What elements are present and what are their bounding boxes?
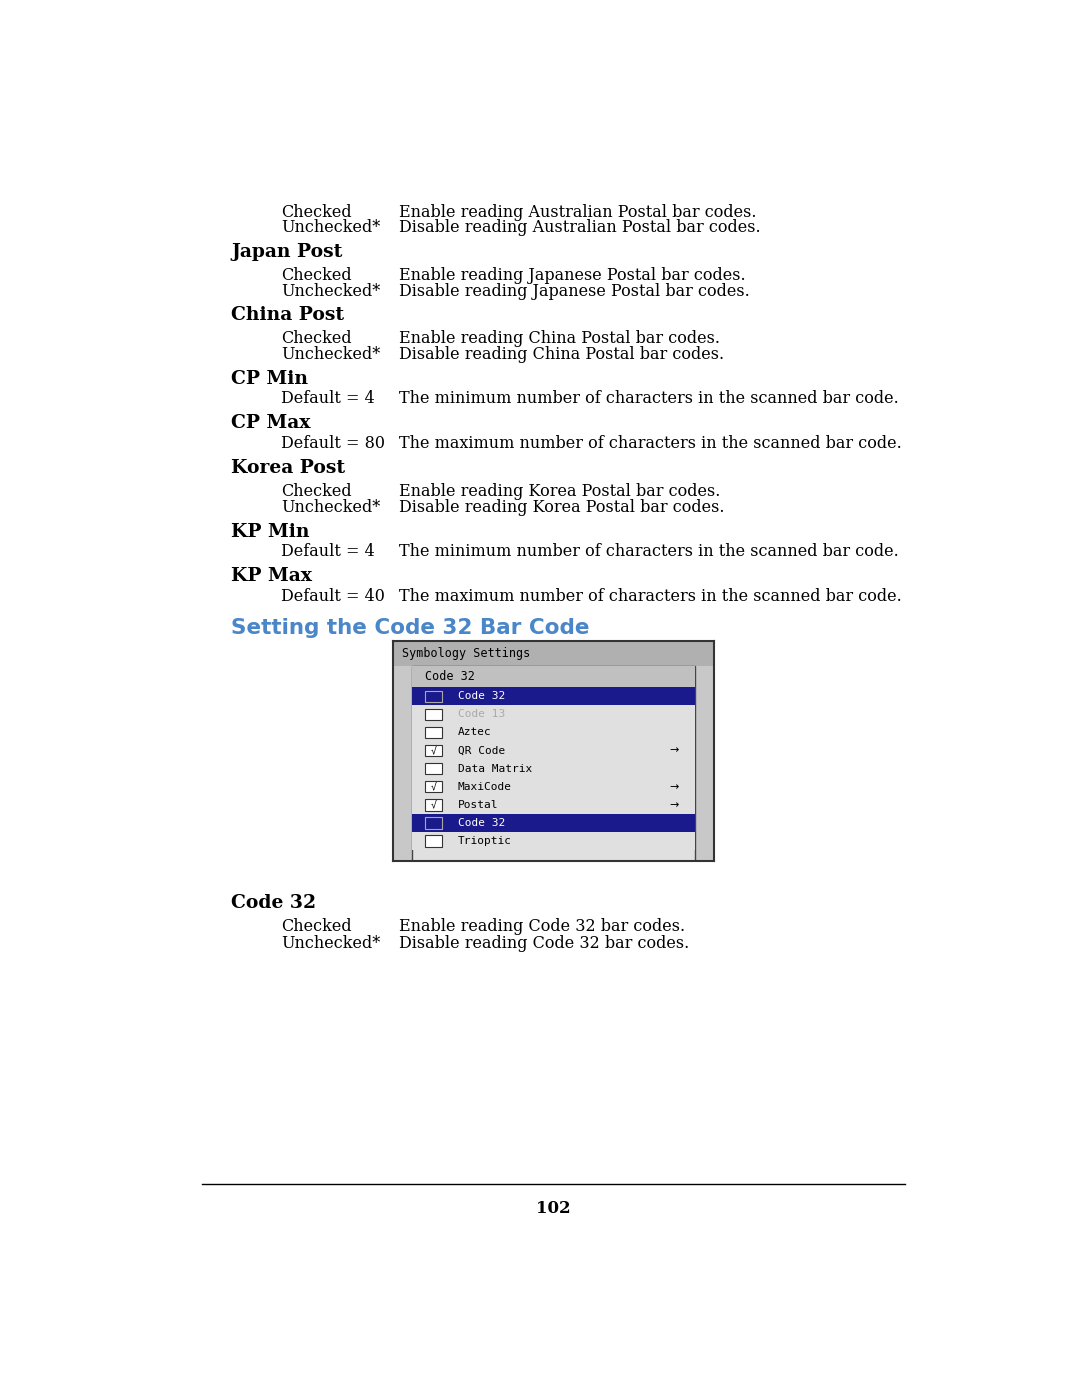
Text: China Post: China Post <box>231 306 345 324</box>
Text: Unchecked*: Unchecked* <box>282 346 381 363</box>
Text: KP Min: KP Min <box>231 522 310 541</box>
Text: Enable reading Japanese Postal bar codes.: Enable reading Japanese Postal bar codes… <box>399 267 745 284</box>
Text: Unchecked*: Unchecked* <box>282 499 381 515</box>
Text: Unchecked*: Unchecked* <box>282 935 381 951</box>
Text: The maximum number of characters in the scanned bar code.: The maximum number of characters in the … <box>399 436 902 453</box>
Text: Enable reading Code 32 bar codes.: Enable reading Code 32 bar codes. <box>399 918 685 936</box>
Text: Unchecked*: Unchecked* <box>282 282 381 300</box>
Text: Checked: Checked <box>282 330 352 346</box>
Text: Japan Post: Japan Post <box>231 243 342 261</box>
Text: Disable reading China Postal bar codes.: Disable reading China Postal bar codes. <box>399 346 724 363</box>
Text: Disable reading Japanese Postal bar codes.: Disable reading Japanese Postal bar code… <box>399 282 750 300</box>
Text: Checked: Checked <box>282 483 352 500</box>
Text: Default = 4: Default = 4 <box>282 390 375 408</box>
Text: Disable reading Code 32 bar codes.: Disable reading Code 32 bar codes. <box>399 935 689 951</box>
Text: CP Max: CP Max <box>231 414 311 432</box>
Text: Default = 4: Default = 4 <box>282 543 375 560</box>
Text: KP Max: KP Max <box>231 567 312 585</box>
Text: The maximum number of characters in the scanned bar code.: The maximum number of characters in the … <box>399 588 902 605</box>
Text: CP Min: CP Min <box>231 370 308 388</box>
Text: Enable reading China Postal bar codes.: Enable reading China Postal bar codes. <box>399 330 719 346</box>
Text: Checked: Checked <box>282 204 352 221</box>
Text: 102: 102 <box>536 1200 571 1217</box>
Text: The minimum number of characters in the scanned bar code.: The minimum number of characters in the … <box>399 543 899 560</box>
Text: Enable reading Korea Postal bar codes.: Enable reading Korea Postal bar codes. <box>399 483 720 500</box>
Text: Disable reading Korea Postal bar codes.: Disable reading Korea Postal bar codes. <box>399 499 725 515</box>
Text: Checked: Checked <box>282 918 352 936</box>
Text: Enable reading Australian Postal bar codes.: Enable reading Australian Postal bar cod… <box>399 204 756 221</box>
Text: Code 32: Code 32 <box>231 894 316 912</box>
Text: Checked: Checked <box>282 267 352 284</box>
Text: Default = 40: Default = 40 <box>282 588 386 605</box>
Text: Disable reading Australian Postal bar codes.: Disable reading Australian Postal bar co… <box>399 219 760 236</box>
Text: Default = 80: Default = 80 <box>282 436 386 453</box>
Text: The minimum number of characters in the scanned bar code.: The minimum number of characters in the … <box>399 390 899 408</box>
Text: Korea Post: Korea Post <box>231 460 346 478</box>
Text: Setting the Code 32 Bar Code: Setting the Code 32 Bar Code <box>231 619 590 638</box>
Text: Unchecked*: Unchecked* <box>282 219 381 236</box>
